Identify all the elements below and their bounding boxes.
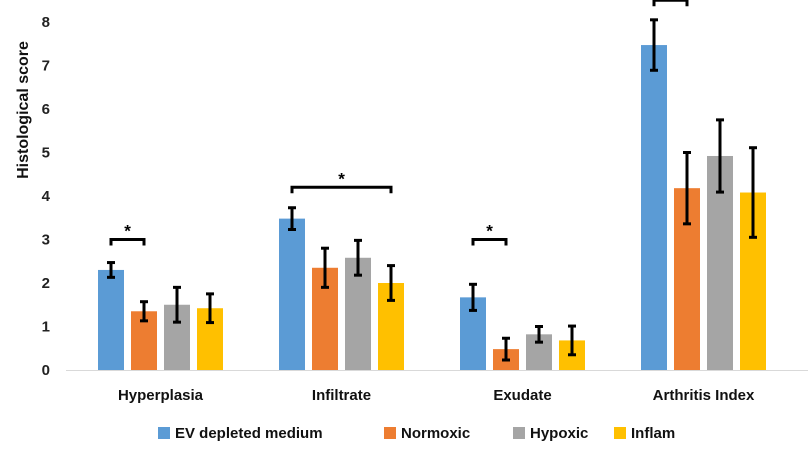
category-labels: Hyperplasia Infiltrate Exudate Arthritis In… <box>118 387 755 404</box>
significance-label: * <box>338 169 345 188</box>
y-axis-title: Histological score <box>15 41 32 179</box>
y-tick-label: 1 <box>42 319 50 336</box>
legend: EV depleted medium Normoxic Hypoxic Inflam <box>158 425 675 442</box>
y-tick-label: 2 <box>42 275 50 292</box>
category-label: Exudate <box>493 387 551 404</box>
legend-swatch <box>158 427 170 439</box>
error-bar-group <box>107 18 757 362</box>
significance-bracket <box>471 238 508 246</box>
significance-markers: * * * <box>109 0 689 246</box>
legend-label: Normoxic <box>401 425 470 442</box>
bar-series-group <box>98 45 766 371</box>
y-axis-ticks: 0 1 2 3 4 5 6 7 8 <box>42 14 51 379</box>
y-tick-label: 0 <box>42 362 50 379</box>
legend-label: EV depleted medium <box>175 425 323 442</box>
y-tick-label: 3 <box>42 232 50 249</box>
category-label: Infiltrate <box>312 387 371 404</box>
y-tick-label: 7 <box>42 58 50 75</box>
bar <box>98 269 124 370</box>
bar <box>279 218 305 370</box>
y-axis-label: Histological score <box>15 41 32 179</box>
legend-label: Hypoxic <box>530 425 588 442</box>
y-tick-label: 4 <box>42 188 51 205</box>
bar <box>641 45 667 371</box>
category-label: Hyperplasia <box>118 387 204 404</box>
category-label: Arthritis Index <box>653 387 755 404</box>
y-tick-label: 5 <box>42 145 50 162</box>
legend-label: Inflam <box>631 425 675 442</box>
significance-bracket <box>290 185 393 194</box>
significance-bracket <box>652 0 689 7</box>
legend-swatch <box>513 427 525 439</box>
legend-swatch <box>614 427 626 439</box>
y-tick-label: 8 <box>42 14 50 31</box>
legend-swatch <box>384 427 396 439</box>
significance-label: * <box>486 222 493 241</box>
significance-label: * <box>124 222 131 241</box>
significance-bracket <box>109 238 146 246</box>
y-tick-label: 6 <box>42 101 50 118</box>
